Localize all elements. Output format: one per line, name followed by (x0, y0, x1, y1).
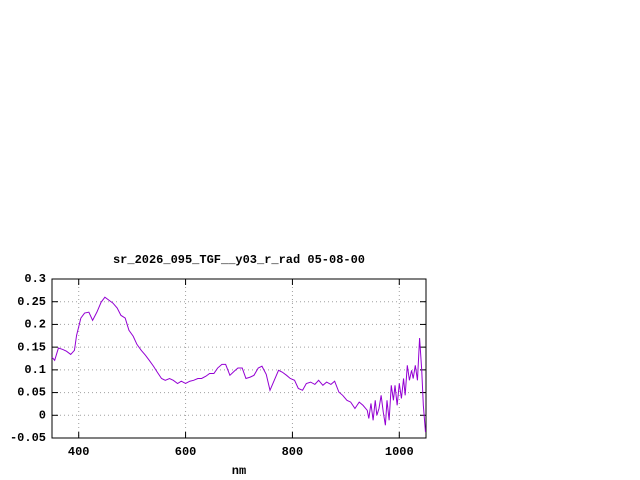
x-tick-label: 400 (68, 445, 90, 459)
y-tick-label: 0.05 (17, 386, 46, 400)
x-tick-label: 600 (175, 445, 197, 459)
y-tick-label: 0.25 (17, 295, 46, 309)
y-tick-label: 0.3 (24, 272, 46, 286)
x-tick-label: 800 (282, 445, 304, 459)
y-tick-label: 0 (39, 408, 46, 422)
plot-frame (51, 278, 427, 439)
data-line (51, 296, 426, 433)
x-axis-label: nm (232, 464, 246, 478)
y-tick-label: 0.1 (24, 363, 46, 377)
y-tick-label: 0.2 (24, 318, 46, 332)
x-tick-label: 1000 (385, 445, 414, 459)
y-tick-label: -0.05 (10, 431, 46, 445)
chart-title: sr_2026_095_TGF__y03_r_rad 05-08-00 (113, 253, 365, 267)
y-tick-label: 0.15 (17, 340, 46, 354)
